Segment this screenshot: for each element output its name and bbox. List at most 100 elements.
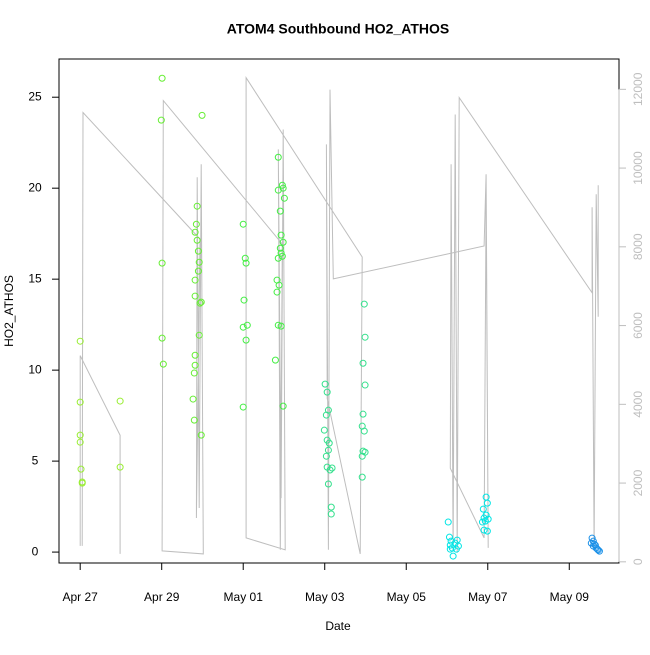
y2-tick-label: 10000 (631, 151, 645, 185)
data-point (197, 298, 205, 306)
data-point (274, 254, 282, 262)
data-point (158, 74, 166, 82)
y2-tick-label: 4000 (631, 391, 645, 418)
data-point (276, 244, 284, 252)
data-point (482, 511, 490, 519)
data-point (279, 238, 287, 246)
data-point (191, 292, 199, 300)
data-point (280, 194, 288, 202)
data-point (196, 299, 204, 307)
data-point (195, 258, 203, 266)
x-tick-label: May 07 (468, 590, 508, 604)
data-point (320, 426, 328, 434)
data-point (279, 402, 287, 410)
data-point (589, 537, 597, 545)
data-point (194, 267, 202, 275)
data-point (454, 542, 462, 550)
data-point (274, 153, 282, 161)
x-tick-label: Apr 29 (144, 590, 180, 604)
data-point (483, 499, 491, 507)
data-point (191, 276, 199, 284)
data-point (276, 207, 284, 215)
data-point (159, 360, 167, 368)
y-tick-label: 15 (28, 271, 42, 285)
data-point (195, 331, 203, 339)
data-point (190, 416, 198, 424)
data-point (277, 249, 285, 257)
data-point (478, 518, 486, 526)
data-point (240, 296, 248, 304)
data-point (277, 322, 285, 330)
data-point (242, 259, 250, 267)
data-point (324, 480, 332, 488)
data-point (593, 545, 601, 553)
data-point (594, 546, 602, 554)
data-point (76, 431, 84, 439)
data-point (198, 111, 206, 119)
data-point (76, 337, 84, 345)
data-point (278, 252, 286, 260)
data-point (326, 466, 334, 474)
data-point (157, 116, 165, 124)
data-point (278, 181, 286, 189)
data-point (241, 254, 249, 262)
data-point (192, 220, 200, 228)
y2-tick-label: 6000 (631, 312, 645, 339)
y2-tick-label: 0 (631, 558, 645, 565)
data-point (243, 321, 251, 329)
data-point (194, 247, 202, 255)
data-point (322, 452, 330, 460)
data-point (595, 547, 603, 555)
data-point (588, 534, 596, 542)
data-point (479, 505, 487, 513)
y-tick-label: 10 (28, 362, 42, 376)
data-point (191, 361, 199, 369)
data-point (321, 380, 329, 388)
data-point (275, 281, 283, 289)
data-point (361, 448, 369, 456)
data-point (191, 351, 199, 359)
data-point (328, 464, 336, 472)
data-point (325, 439, 333, 447)
x-tick-label: May 03 (305, 590, 345, 604)
data-point (78, 479, 86, 487)
y-tick-label: 25 (28, 89, 42, 103)
y2-tick-label: 2000 (631, 469, 645, 496)
data-point (359, 410, 367, 418)
data-point (271, 356, 279, 364)
chart-title: ATOM4 Southbound HO2_ATHOS (227, 21, 449, 37)
data-point (360, 300, 368, 308)
data-point (274, 186, 282, 194)
data-point (191, 228, 199, 236)
x-axis-label: Date (325, 619, 351, 633)
data-point (189, 395, 197, 403)
data-point (239, 403, 247, 411)
data-point (76, 398, 84, 406)
data-point (158, 334, 166, 342)
data-point (197, 431, 205, 439)
data-point (445, 533, 453, 541)
data-point (480, 526, 488, 534)
data-point (361, 333, 369, 341)
data-point (327, 510, 335, 518)
y-tick-label: 20 (28, 180, 42, 194)
x-tick-label: May 05 (387, 590, 427, 604)
data-point (274, 321, 282, 329)
data-point (158, 259, 166, 267)
data-point (444, 518, 452, 526)
data-line (79, 76, 599, 555)
data-point (324, 446, 332, 454)
y2-tick-label: 8000 (631, 233, 645, 260)
data-point (449, 552, 457, 560)
y2-tick-label: 12000 (631, 72, 645, 106)
data-point (360, 427, 368, 435)
data-point (273, 288, 281, 296)
y-tick-label: 0 (32, 544, 39, 558)
y-tick-label: 5 (32, 453, 39, 467)
data-point (242, 336, 250, 344)
data-point (239, 220, 247, 228)
y-axis-label: HO2_ATHOS (2, 275, 16, 347)
x-tick-label: Apr 27 (63, 590, 99, 604)
